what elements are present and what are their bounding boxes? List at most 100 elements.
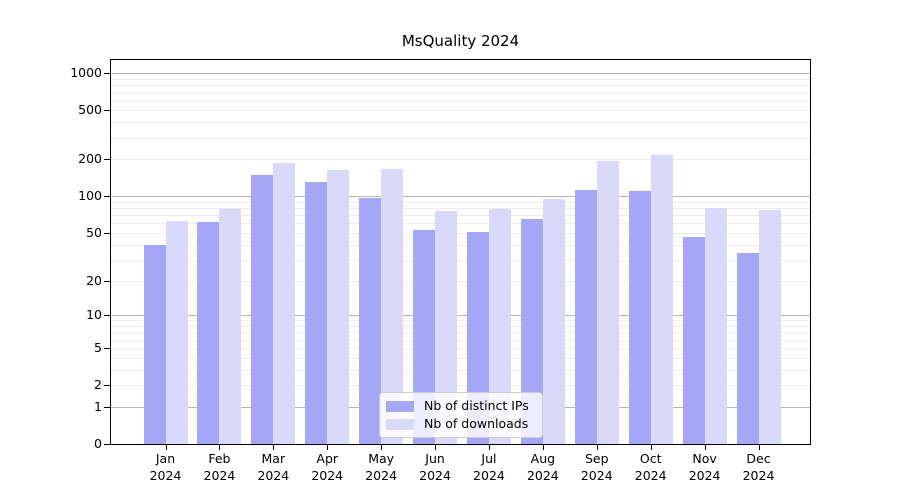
gridline-minor xyxy=(111,78,810,80)
x-tick-label: Nov 2024 xyxy=(688,451,721,483)
bar-distinct-ips xyxy=(197,222,220,444)
bar-distinct-ips xyxy=(628,191,651,444)
bar-downloads xyxy=(488,209,511,444)
gridline-minor xyxy=(111,320,810,322)
y-tick xyxy=(104,406,110,408)
x-tick-label: Jan 2024 xyxy=(149,451,182,483)
gridline-minor xyxy=(111,92,810,94)
legend-entry-downloads: Nb of downloads xyxy=(386,417,534,431)
x-tick-label: Dec 2024 xyxy=(742,451,775,483)
y-tick xyxy=(104,315,110,317)
bar-downloads xyxy=(542,198,565,444)
gridline-major xyxy=(111,315,810,317)
x-tick xyxy=(596,445,598,450)
gridline-major xyxy=(111,73,810,75)
gridline-minor xyxy=(111,223,810,225)
bar-downloads xyxy=(650,154,673,444)
gridline-minor xyxy=(111,326,810,328)
gridline-minor xyxy=(111,232,810,234)
bar-distinct-ips xyxy=(466,231,489,444)
x-tick xyxy=(273,445,275,450)
x-tick xyxy=(165,445,167,450)
x-tick xyxy=(758,445,760,450)
gridline-minor xyxy=(111,110,810,112)
bar-downloads xyxy=(165,220,188,444)
gridline-minor xyxy=(111,122,810,124)
gridline-minor xyxy=(111,215,810,217)
x-tick-label: Jun 2024 xyxy=(419,451,451,483)
gridline-minor xyxy=(111,369,810,371)
bar-downloads xyxy=(704,208,727,444)
x-tick-label: May 2024 xyxy=(365,451,398,483)
bar-distinct-ips xyxy=(736,253,759,444)
legend-label-downloads: Nb of downloads xyxy=(424,416,529,431)
bar-downloads xyxy=(435,211,458,444)
y-tick-label: 1 xyxy=(94,398,102,414)
chart-title: MsQuality 2024 xyxy=(401,32,520,50)
y-tick xyxy=(104,196,110,198)
legend-swatch-distinct-ips xyxy=(386,400,414,412)
y-tick-label: 2 xyxy=(94,377,102,393)
gridline-minor xyxy=(111,332,810,334)
legend-swatch-downloads xyxy=(386,418,414,430)
gridline-minor xyxy=(111,280,810,282)
x-tick-label: Jul 2024 xyxy=(473,451,505,483)
x-tick xyxy=(704,445,706,450)
y-tick xyxy=(104,280,110,282)
legend-entry-distinct-ips: Nb of distinct IPs xyxy=(386,399,534,413)
bar-distinct-ips xyxy=(251,174,274,444)
y-tick-label: 200 xyxy=(78,151,102,167)
y-tick xyxy=(104,444,110,445)
gridline-minor xyxy=(111,339,810,341)
x-tick-label: Apr 2024 xyxy=(311,451,344,483)
y-tick xyxy=(104,110,110,112)
gridline-major xyxy=(111,196,810,198)
x-tick-label: Sep 2024 xyxy=(580,451,613,483)
y-tick xyxy=(104,73,110,75)
x-tick xyxy=(327,445,329,450)
bar-downloads xyxy=(327,170,350,444)
x-tick xyxy=(488,445,490,450)
y-tick-label: 10 xyxy=(86,307,102,323)
x-tick-label: Feb 2024 xyxy=(203,451,236,483)
x-tick-label: Aug 2024 xyxy=(526,451,559,483)
gridline-minor xyxy=(111,259,810,261)
y-tick-label: 1000 xyxy=(70,65,102,81)
x-tick xyxy=(542,445,544,450)
gridline-minor xyxy=(111,159,810,161)
y-tick xyxy=(104,385,110,387)
x-tick-label: Mar 2024 xyxy=(257,451,290,483)
y-tick-label: 0 xyxy=(94,436,102,451)
bar-downloads xyxy=(758,210,781,444)
y-tick xyxy=(104,159,110,161)
x-tick xyxy=(650,445,652,450)
gridline-minor xyxy=(111,357,810,359)
y-tick xyxy=(104,347,110,349)
bar-distinct-ips xyxy=(682,237,705,444)
bar-distinct-ips xyxy=(413,229,436,444)
y-tick-label: 500 xyxy=(78,102,102,118)
bar-downloads xyxy=(381,169,404,444)
gridline-minor xyxy=(111,85,810,87)
bar-distinct-ips xyxy=(520,219,543,444)
y-tick-label: 20 xyxy=(86,272,102,288)
x-tick-label: Oct 2024 xyxy=(634,451,667,483)
bar-downloads xyxy=(273,163,296,444)
x-tick xyxy=(381,445,383,450)
gridline-minor xyxy=(111,385,810,387)
gridline-minor xyxy=(111,137,810,139)
gridline-minor xyxy=(111,347,810,349)
y-tick-label: 50 xyxy=(86,224,102,240)
legend: Nb of distinct IPs Nb of downloads xyxy=(379,392,543,438)
legend-label-distinct-ips: Nb of distinct IPs xyxy=(424,398,529,413)
x-tick xyxy=(219,445,221,450)
bar-distinct-ips xyxy=(359,198,382,444)
bar-distinct-ips xyxy=(574,189,597,444)
x-tick xyxy=(435,445,437,450)
y-tick-label: 5 xyxy=(94,339,102,355)
gridline-minor xyxy=(111,100,810,102)
gridline-minor xyxy=(111,244,810,246)
bar-distinct-ips xyxy=(305,182,328,444)
gridline-minor xyxy=(111,201,810,203)
